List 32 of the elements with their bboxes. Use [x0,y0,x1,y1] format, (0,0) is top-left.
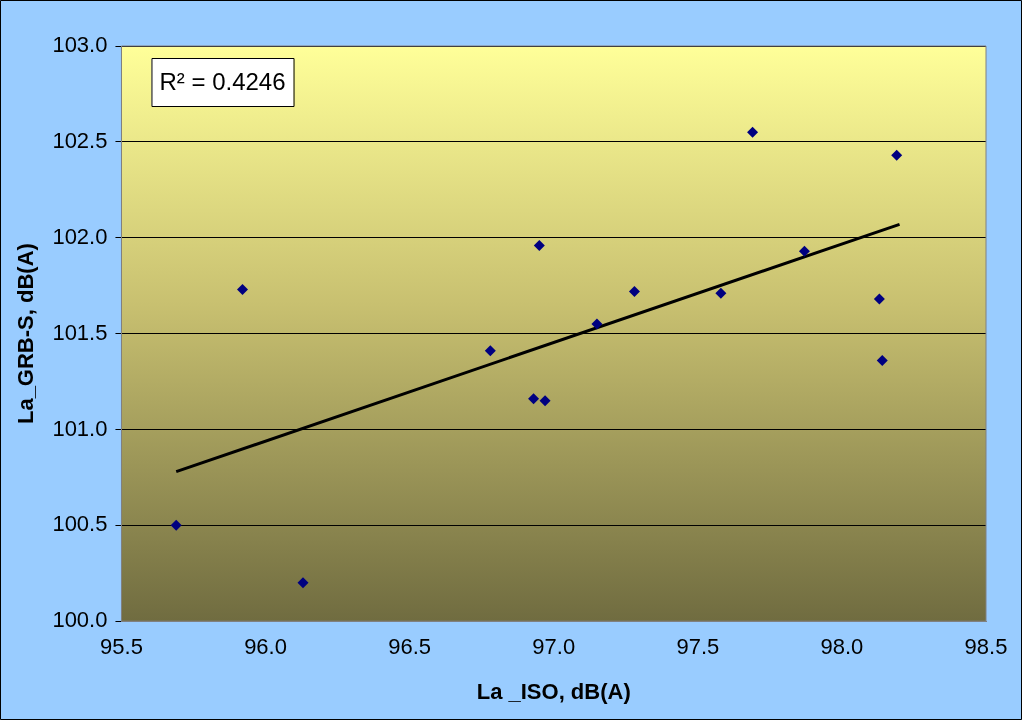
point [798,245,810,257]
point [297,577,309,589]
x-tick-label: 98.5 [964,634,1008,660]
point [873,293,885,305]
y-tick-label: 102.0 [52,223,108,249]
point [715,287,727,299]
x-tick-label: 97.5 [676,634,720,660]
point [170,519,182,531]
y-tick-label: 100.0 [52,607,108,633]
point [484,345,496,357]
point [533,239,545,251]
annotation: R² = 0.4246 [159,67,286,95]
point [528,393,540,405]
x-tick-label: 96.0 [244,634,287,660]
y-tick-label: 101.0 [52,415,108,441]
point [591,318,603,330]
x-tick-label: 97.0 [532,634,576,660]
x-axis-title: La _ISO, dB(A) [476,678,631,704]
point [539,395,551,407]
y-axis-title: La_GRB-S, dB(A) [13,243,39,425]
point [891,149,903,161]
x-tick-label: 95.5 [100,634,143,660]
point [876,354,888,366]
point [628,285,640,297]
point [236,284,248,295]
x-tick-label: 96.5 [388,634,432,660]
y-tick-label: 100.5 [52,511,108,537]
y-tick-label: 101.5 [52,319,108,345]
y-tick-label: 102.5 [52,127,108,153]
point [747,126,759,138]
x-tick-label: 98.0 [820,634,864,660]
y-tick-label: 103.0 [52,32,108,58]
